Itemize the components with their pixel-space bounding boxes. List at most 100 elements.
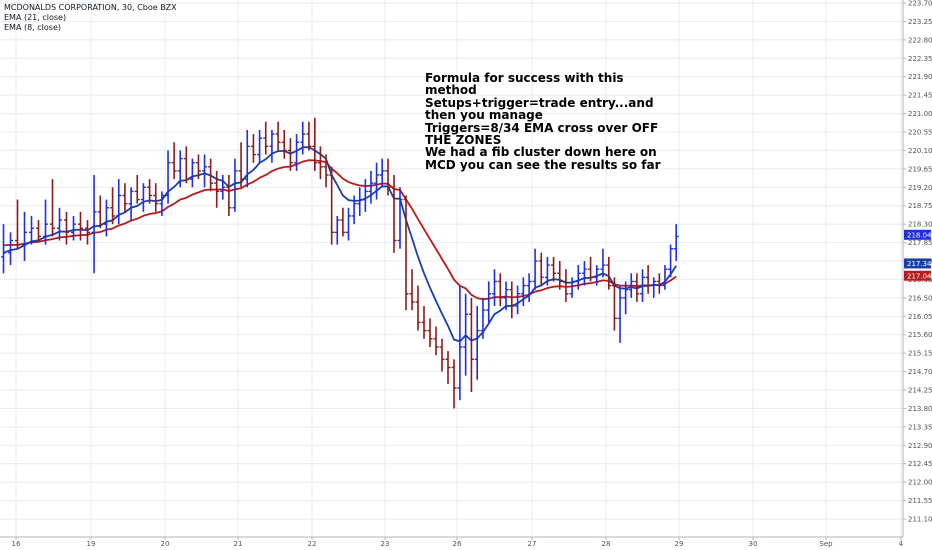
price-label-box xyxy=(904,270,931,281)
ohlc-bar xyxy=(323,154,329,188)
ohlc-bar xyxy=(492,269,497,307)
time-tick-label: 4 xyxy=(899,540,904,548)
ohlc-bar xyxy=(275,121,281,151)
price-tick-label: 214.70 xyxy=(908,368,932,376)
ohlc-bar xyxy=(379,158,385,188)
ohlc-bar xyxy=(183,146,189,184)
price-tick-label: 223.70 xyxy=(908,0,932,8)
ohlc-bar xyxy=(36,220,41,241)
ohlc-bar xyxy=(397,187,403,249)
ohlc-bar xyxy=(281,129,287,159)
ohlc-bar xyxy=(433,326,439,356)
ohlc-bars xyxy=(1,117,679,409)
ohlc-bar xyxy=(43,199,48,245)
ohlc-bar xyxy=(122,183,128,212)
price-label-ema_fast: 217.34 xyxy=(907,260,932,268)
ohlc-bar xyxy=(623,281,629,315)
time-tick-label: 28 xyxy=(602,540,611,548)
ohlc-bar xyxy=(611,277,617,331)
price-label-ema_slow: 217.04 xyxy=(907,272,932,280)
legend-symbol[interactable]: MCDONALDS CORPORATION, 30, Cboe BZX xyxy=(4,3,177,12)
time-tick-label: 27 xyxy=(528,540,537,548)
price-tick-label: 221.45 xyxy=(908,92,932,100)
ohlc-bar xyxy=(656,273,662,294)
price-tick-label: 212.00 xyxy=(908,479,932,487)
time-tick-label: 20 xyxy=(161,540,170,548)
ohlc-bar xyxy=(128,187,134,221)
ohlc-bar xyxy=(628,273,634,298)
text-annotation[interactable]: Formula for success with this method Set… xyxy=(425,71,661,172)
ohlc-bar xyxy=(317,146,323,180)
price-tick-label: 215.15 xyxy=(908,350,932,358)
time-axis[interactable]: 16 19 20 21 22 23 26 27 28 29 30 Sep 4 xyxy=(0,536,904,548)
price-tick-label: 219.65 xyxy=(908,165,932,173)
price-tick-label: 220.55 xyxy=(908,129,932,137)
ohlc-bar xyxy=(474,306,480,380)
time-tick-label: 30 xyxy=(749,540,758,548)
price-tick-label: 220.10 xyxy=(908,147,932,155)
ohlc-bar xyxy=(409,269,415,311)
legend-ema-8[interactable]: EMA (8, close) xyxy=(4,23,61,32)
time-tick-label: 23 xyxy=(381,540,390,548)
ohlc-bar xyxy=(306,121,312,151)
price-tick-label: 216.05 xyxy=(908,313,932,321)
ohlc-bar xyxy=(486,281,492,323)
price-tick-label: 211.55 xyxy=(908,497,932,505)
time-tick-label: 22 xyxy=(308,540,317,548)
price-tick-label: 221.00 xyxy=(908,110,932,118)
ohlc-bar xyxy=(334,215,340,245)
ohlc-bar xyxy=(520,277,526,307)
annotation-line: Triggers=8/34 EMA cross over OFF xyxy=(425,120,659,135)
ohlc-bar xyxy=(439,338,445,372)
ohlc-bar xyxy=(362,179,368,212)
ohlc-bar xyxy=(503,281,509,311)
ohlc-bar xyxy=(415,285,421,331)
ohlc-bar xyxy=(451,359,457,409)
price-tick-label: 218.30 xyxy=(908,221,932,229)
ohlc-bar xyxy=(480,297,486,339)
time-tick-label: 29 xyxy=(675,540,684,548)
price-tick-label: 215.60 xyxy=(908,331,932,339)
ohlc-bar xyxy=(103,199,109,237)
ohlc-bar xyxy=(391,175,397,253)
ohlc-bar xyxy=(294,134,300,171)
ohlc-bar xyxy=(368,170,374,204)
ohlc-bar xyxy=(269,129,275,163)
price-label-box xyxy=(904,229,931,240)
ohlc-bar xyxy=(357,187,363,216)
price-tick-label: 221.90 xyxy=(908,73,932,81)
ohlc-bar xyxy=(165,150,171,204)
ohlc-bar xyxy=(22,211,27,261)
ohlc-bar xyxy=(312,117,318,171)
ohlc-bar xyxy=(594,265,600,286)
annotation-line: We had a fib cluster down here on xyxy=(425,145,657,160)
price-tick-label: 212.45 xyxy=(908,460,932,468)
ohlc-bar xyxy=(8,232,13,266)
ohlc-bar xyxy=(403,195,409,311)
ohlc-bar xyxy=(220,175,226,200)
ohlc-bar xyxy=(71,215,76,241)
time-tick-label: 21 xyxy=(234,540,243,548)
time-tick-label: 16 xyxy=(12,540,21,548)
ohlc-bar xyxy=(250,134,256,163)
ohlc-bar xyxy=(1,224,6,274)
ohlc-bar xyxy=(634,273,640,302)
price-tick-label: 213.35 xyxy=(908,423,932,431)
time-tick-label: 19 xyxy=(87,540,96,548)
ohlc-bar xyxy=(257,129,263,163)
ohlc-bar xyxy=(673,224,679,261)
chart-legend: MCDONALDS CORPORATION, 30, Cboe BZX EMA … xyxy=(4,3,177,33)
price-label-last: 218.04 xyxy=(907,231,932,239)
price-tick-label: 222.35 xyxy=(908,55,932,63)
annotation-line: Formula for success with this xyxy=(425,71,624,85)
legend-ema-21[interactable]: EMA (21, close) xyxy=(4,13,67,22)
ohlc-bar xyxy=(287,138,293,171)
ohlc-bar xyxy=(232,158,238,212)
ohlc-bar xyxy=(226,175,232,216)
ohlc-bar xyxy=(557,261,563,290)
annotation-line: Setups+trigger=trade entry...and xyxy=(425,95,654,110)
price-axis[interactable]: 211.10 211.55 212.00 212.45 212.90 213.35 213.… xyxy=(902,0,932,537)
annotation-line: THE ZONES xyxy=(425,133,502,148)
ohlc-bar xyxy=(468,297,474,393)
